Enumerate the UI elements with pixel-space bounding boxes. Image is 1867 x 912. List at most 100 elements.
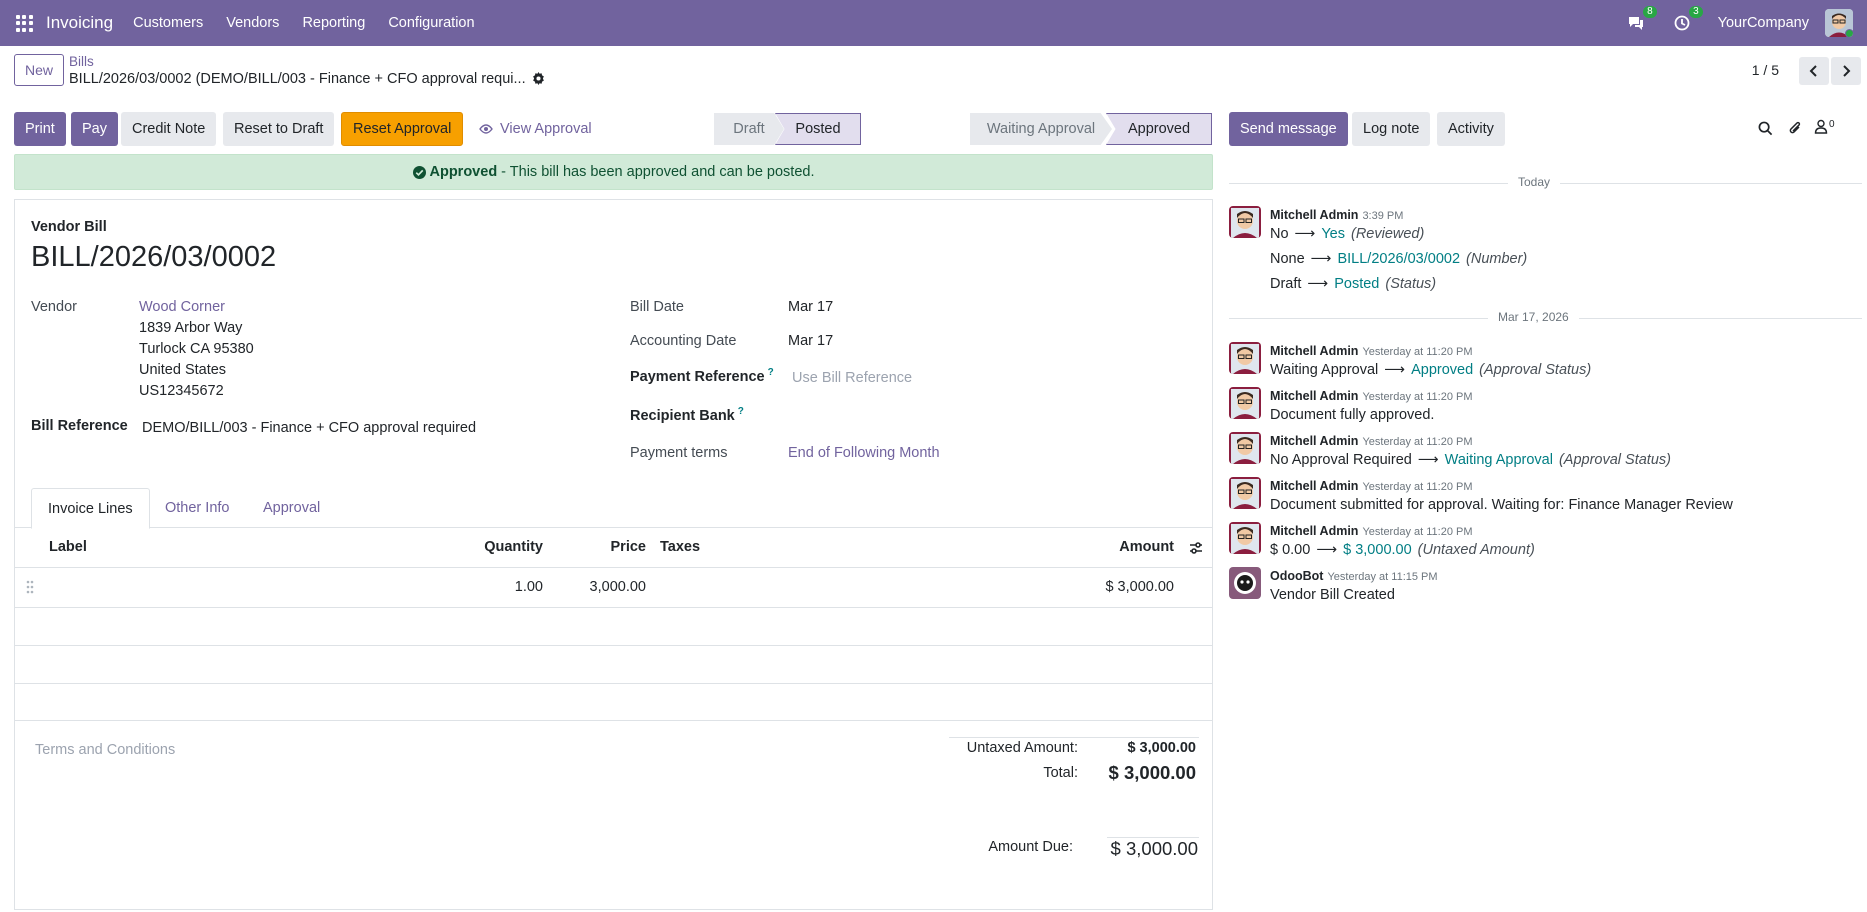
- approval-stage-waiting[interactable]: Waiting Approval: [970, 113, 1112, 145]
- log-note-button[interactable]: Log note: [1352, 112, 1431, 146]
- activity-menu[interactable]: 3: [1672, 6, 1703, 33]
- avatar[interactable]: [1229, 206, 1261, 238]
- column-price[interactable]: Price: [610, 539, 646, 555]
- accounting-date-field[interactable]: Mar 17: [788, 333, 834, 349]
- drag-handle-icon[interactable]: [26, 580, 34, 594]
- help-icon[interactable]: ?: [767, 367, 774, 378]
- company-switcher[interactable]: YourCompany: [1717, 15, 1809, 31]
- column-quantity[interactable]: Quantity: [484, 539, 543, 555]
- user-avatar[interactable]: [1825, 9, 1853, 37]
- chevron-right-icon: [1843, 65, 1851, 77]
- avatar[interactable]: [1229, 342, 1261, 374]
- tab-approval[interactable]: Approval: [263, 500, 321, 516]
- line-quantity[interactable]: 1.00: [514, 579, 543, 595]
- optional-columns-icon[interactable]: [1189, 541, 1203, 555]
- line-price[interactable]: 3,000.00: [589, 579, 646, 595]
- message-time: Yesterday at 11:20 PM: [1362, 526, 1473, 538]
- arrow-icon: ⟶: [1417, 452, 1439, 468]
- view-approval-button[interactable]: View Approval: [468, 112, 603, 146]
- status-stage-posted[interactable]: Posted: [775, 113, 861, 145]
- message-time: Yesterday at 11:20 PM: [1362, 391, 1473, 403]
- recipient-bank-field[interactable]: [788, 404, 1188, 426]
- date-divider-label: Today: [1508, 175, 1561, 189]
- bill-reference-field[interactable]: DEMO/BILL/003 - Finance + CFO approval r…: [142, 420, 477, 436]
- tab-invoice-lines[interactable]: Invoice Lines: [31, 488, 150, 529]
- avatar[interactable]: [1229, 477, 1261, 509]
- document-type: Vendor Bill: [31, 219, 107, 235]
- print-button[interactable]: Print: [14, 112, 66, 146]
- menu-configuration[interactable]: Configuration: [388, 15, 475, 31]
- vendor-link[interactable]: Wood Corner: [139, 299, 225, 315]
- new-value: Yes: [1321, 226, 1345, 242]
- field-name: (Approval Status): [1558, 452, 1671, 468]
- new-button[interactable]: New: [14, 54, 65, 86]
- arrow-icon: ⟶: [1316, 542, 1338, 558]
- new-value: Approved: [1411, 362, 1474, 378]
- breadcrumb-bills[interactable]: Bills: [69, 54, 94, 69]
- activity-button[interactable]: Activity: [1437, 112, 1505, 146]
- paperclip-icon[interactable]: [1788, 120, 1802, 137]
- message-header: Mitchell Admin 3:39 PM: [1270, 206, 1403, 222]
- apps-menu-icon[interactable]: [0, 0, 48, 46]
- payment-reference-field[interactable]: Use Bill Reference: [792, 370, 913, 386]
- payment-terms-field[interactable]: End of Following Month: [788, 445, 940, 461]
- column-amount[interactable]: Amount: [1119, 539, 1174, 555]
- message-author[interactable]: Mitchell Admin: [1270, 389, 1359, 403]
- terms-and-conditions-field[interactable]: Terms and Conditions: [35, 742, 176, 758]
- column-taxes[interactable]: Taxes: [660, 539, 701, 555]
- message-author[interactable]: Mitchell Admin: [1270, 479, 1359, 493]
- pager-next-button[interactable]: [1831, 57, 1861, 85]
- accounting-date-label: Accounting Date: [630, 333, 737, 349]
- message-author[interactable]: OdooBot: [1270, 569, 1324, 583]
- pay-button[interactable]: Pay: [71, 112, 118, 146]
- vendor-address-line: 1839 Arbor Way: [139, 320, 243, 336]
- menu-vendors[interactable]: Vendors: [226, 15, 280, 31]
- column-label[interactable]: Label: [49, 539, 87, 555]
- new-value: $ 3,000.00: [1343, 542, 1412, 558]
- message-author[interactable]: Mitchell Admin: [1270, 524, 1359, 538]
- tracking-change: $ 0.00 ⟶ $ 3,000.00 (Untaxed Amount): [1270, 542, 1535, 558]
- gear-icon[interactable]: [532, 72, 545, 85]
- tab-other-info[interactable]: Other Info: [165, 500, 230, 516]
- message-header: Mitchell Admin Yesterday at 11:20 PM: [1270, 387, 1473, 403]
- bill-date-field[interactable]: Mar 17: [788, 299, 834, 315]
- credit-note-button[interactable]: Credit Note: [121, 112, 217, 146]
- messages-badge: 8: [1643, 6, 1657, 18]
- message-author[interactable]: Mitchell Admin: [1270, 208, 1359, 222]
- app-name[interactable]: Invoicing: [46, 13, 114, 32]
- reset-approval-button[interactable]: Reset Approval: [341, 112, 464, 146]
- field-name: (Untaxed Amount): [1417, 542, 1535, 558]
- date-divider-label: Mar 17, 2026: [1488, 310, 1579, 324]
- bill-reference-label: Bill Reference: [31, 418, 128, 434]
- help-icon[interactable]: ?: [737, 406, 744, 417]
- clock-icon: [1674, 15, 1690, 31]
- messaging-menu[interactable]: 8: [1626, 6, 1657, 33]
- avatar[interactable]: [1229, 522, 1261, 554]
- table-row-empty: [15, 646, 1212, 684]
- message-author[interactable]: Mitchell Admin: [1270, 344, 1359, 358]
- pager-value[interactable]: 1 / 5: [1751, 62, 1779, 78]
- avatar[interactable]: [1229, 432, 1261, 464]
- old-value: No: [1270, 226, 1289, 242]
- view-approval-label: View Approval: [500, 121, 592, 137]
- field-name: (Number): [1466, 251, 1528, 267]
- pager-previous-button[interactable]: [1799, 57, 1829, 85]
- table-row-empty: [15, 684, 1212, 721]
- search-icon[interactable]: [1758, 121, 1773, 136]
- avatar[interactable]: [1229, 387, 1261, 419]
- menu-customers[interactable]: Customers: [133, 15, 204, 31]
- followers-button[interactable]: 0: [1814, 119, 1835, 134]
- arrow-icon: ⟶: [1307, 276, 1329, 292]
- odoobot-avatar[interactable]: [1229, 567, 1261, 599]
- menu-reporting[interactable]: Reporting: [302, 15, 366, 31]
- approval-stage-approved[interactable]: Approved: [1106, 113, 1212, 145]
- reset-to-draft-button[interactable]: Reset to Draft: [223, 112, 335, 146]
- message-header: OdooBot Yesterday at 11:15 PM: [1270, 567, 1438, 583]
- send-message-button[interactable]: Send message: [1229, 112, 1348, 146]
- status-stage-draft[interactable]: Draft: [714, 113, 784, 145]
- check-circle-icon: [412, 165, 426, 179]
- field-name: (Reviewed): [1351, 226, 1425, 242]
- table-row[interactable]: 1.00 3,000.00 $ 3,000.00: [15, 568, 1212, 608]
- message-author[interactable]: Mitchell Admin: [1270, 434, 1359, 448]
- recipient-bank-text: Recipient Bank: [630, 407, 735, 424]
